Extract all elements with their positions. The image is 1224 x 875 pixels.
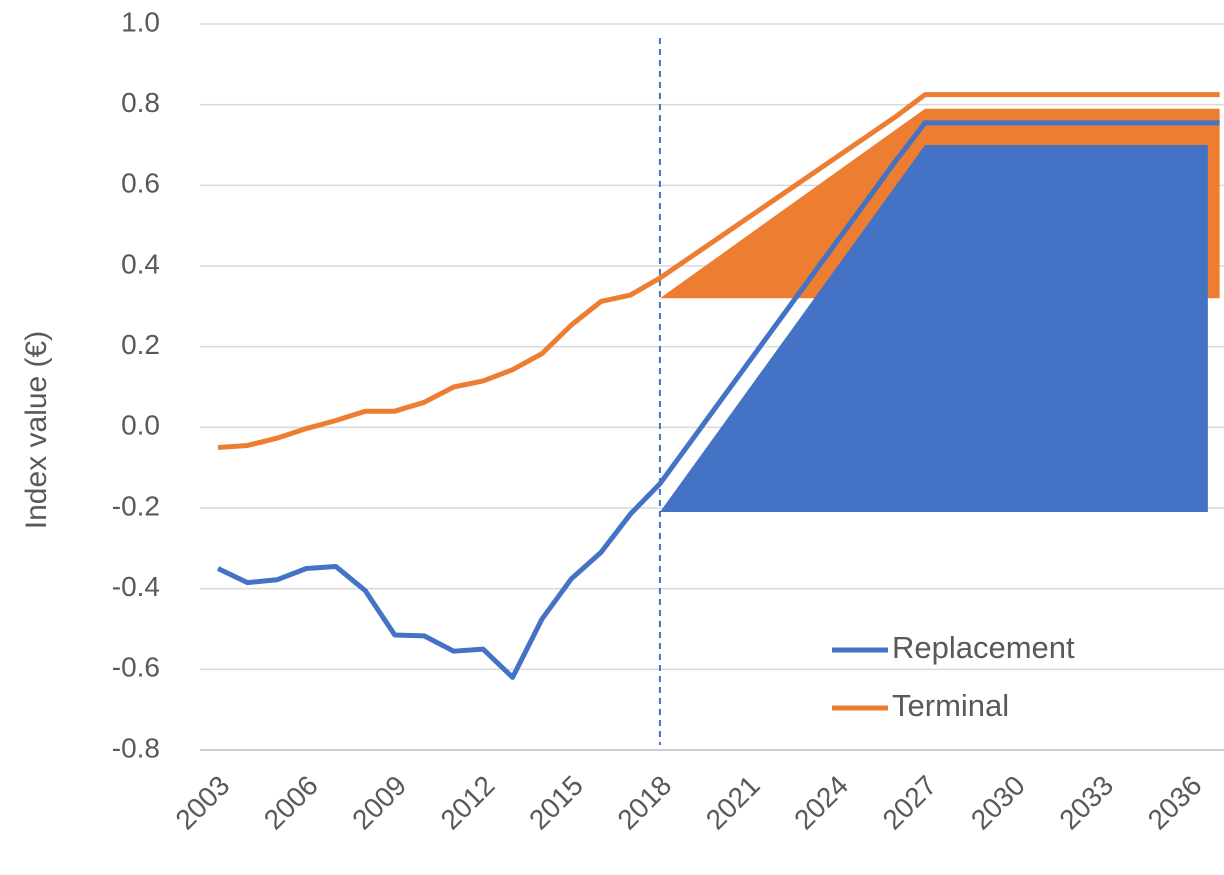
x-tick-label: 2009 xyxy=(346,770,412,836)
band-area xyxy=(659,145,1208,513)
x-tick-label: 2012 xyxy=(435,770,501,836)
y-tick-label: 0.4 xyxy=(121,248,160,279)
y-tick-label: -0.4 xyxy=(112,571,160,602)
series-line xyxy=(216,120,1220,680)
y-tick-label: 0.8 xyxy=(121,87,160,118)
series-line xyxy=(217,92,1220,450)
x-tick-label: 2030 xyxy=(965,770,1031,836)
legend-label: Replacement xyxy=(892,630,1075,665)
y-tick-label: -0.6 xyxy=(112,652,160,683)
x-tick-label: 2027 xyxy=(877,770,943,836)
y-tick-label: 0.0 xyxy=(121,410,160,441)
y-axis-label: Index value (€) xyxy=(20,331,53,529)
x-tick-label: 2021 xyxy=(700,770,766,836)
y-tick-label: -0.8 xyxy=(112,732,160,763)
y-tick-label: 0.6 xyxy=(121,168,160,199)
x-tick-label: 2036 xyxy=(1142,770,1208,836)
x-tick-label: 2018 xyxy=(611,770,677,836)
y-tick-label: 1.0 xyxy=(121,6,160,37)
y-tick-label: -0.2 xyxy=(112,490,160,521)
x-tick-label: 2033 xyxy=(1053,770,1119,836)
x-tick-label: 2015 xyxy=(523,770,589,836)
x-tick-label: 2006 xyxy=(258,770,324,836)
legend-label: Terminal xyxy=(892,688,1009,723)
x-tick-label: 2003 xyxy=(169,770,235,836)
y-tick-label: 0.2 xyxy=(121,329,160,360)
x-tick-label: 2024 xyxy=(788,770,854,836)
